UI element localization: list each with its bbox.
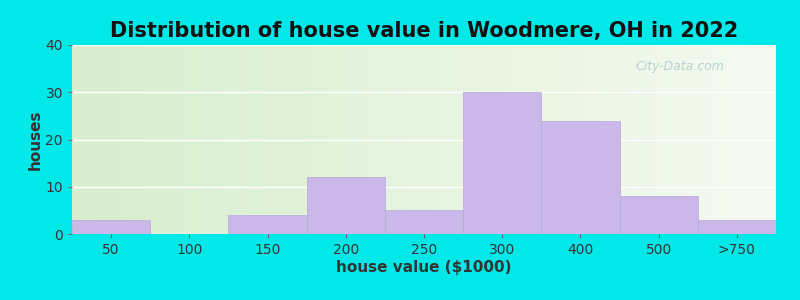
Bar	[72, 220, 150, 234]
Y-axis label: houses: houses	[27, 109, 42, 170]
X-axis label: house value ($1000): house value ($1000)	[336, 260, 512, 275]
Title: Distribution of house value in Woodmere, OH in 2022: Distribution of house value in Woodmere,…	[110, 21, 738, 41]
Bar	[463, 92, 542, 234]
Bar	[306, 177, 385, 234]
Bar	[698, 220, 776, 234]
Bar	[385, 210, 463, 234]
Text: City-Data.com: City-Data.com	[635, 60, 724, 73]
Bar	[619, 196, 698, 234]
Bar	[229, 215, 306, 234]
Bar	[542, 121, 619, 234]
